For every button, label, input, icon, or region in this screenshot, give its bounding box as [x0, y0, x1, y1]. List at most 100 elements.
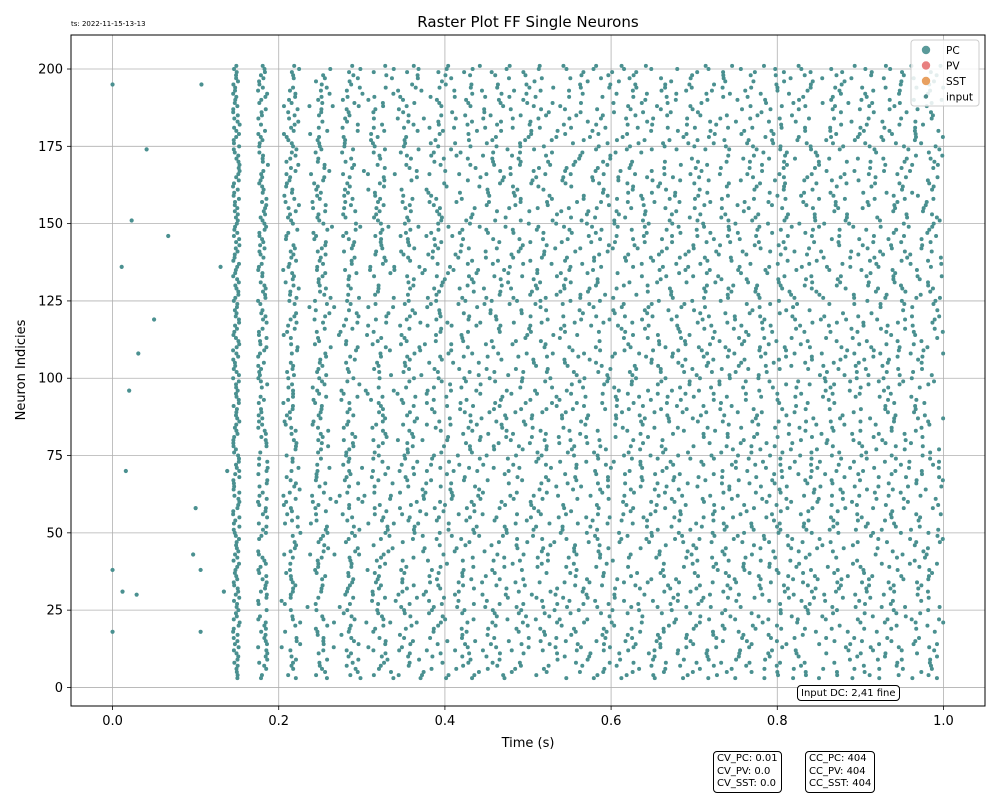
spike-point — [730, 515, 735, 520]
spike-point — [585, 595, 590, 600]
spike-point — [464, 97, 469, 102]
spike-point — [770, 478, 775, 483]
spike-point — [342, 478, 347, 483]
spike-point — [285, 512, 290, 517]
spike-point — [581, 196, 586, 201]
spike-point — [404, 162, 409, 167]
spike-point — [263, 295, 268, 300]
spike-point — [504, 428, 509, 433]
spike-point — [834, 555, 839, 560]
spike-point — [485, 187, 490, 192]
spike-point — [381, 104, 386, 109]
spike-point — [809, 354, 814, 359]
spike-point — [452, 94, 457, 99]
spike-point — [867, 258, 872, 263]
spike-point — [803, 125, 808, 130]
spike-point — [284, 184, 289, 189]
spike-point — [649, 499, 654, 504]
spike-point — [434, 292, 439, 297]
spike-point — [542, 345, 547, 350]
spike-point — [350, 580, 355, 585]
spike-point — [908, 261, 913, 266]
spike-point — [695, 233, 700, 238]
spike-point — [448, 388, 453, 393]
spike-point — [348, 472, 353, 477]
spike-point — [518, 218, 523, 223]
spike-point — [413, 394, 418, 399]
spike-point — [357, 85, 362, 90]
spike-point — [444, 676, 449, 681]
spike-point — [833, 199, 838, 204]
spike-point — [584, 459, 589, 464]
spike-point — [233, 518, 238, 523]
spike-point — [663, 82, 668, 87]
spike-point — [391, 676, 396, 681]
spike-point — [595, 512, 600, 517]
spike-point — [383, 258, 388, 263]
spike-point — [628, 345, 633, 350]
spike-point — [631, 506, 636, 511]
spike-point — [720, 623, 725, 628]
spike-point — [601, 187, 606, 192]
spike-point — [854, 503, 859, 508]
spike-point — [259, 434, 264, 439]
spike-point — [316, 125, 321, 130]
spike-point — [678, 397, 683, 402]
spike-point — [575, 199, 580, 204]
spike-point — [578, 431, 583, 436]
spike-point — [589, 240, 594, 245]
spike-point — [295, 524, 300, 529]
spike-point — [686, 264, 691, 269]
spike-point — [848, 465, 853, 470]
spike-point — [372, 506, 377, 511]
spike-point — [678, 230, 683, 235]
spike-point — [377, 410, 382, 415]
spike-point — [468, 447, 473, 452]
spike-point — [788, 558, 793, 563]
spike-point — [562, 580, 567, 585]
spike-point — [889, 425, 894, 430]
spike-point — [695, 110, 700, 115]
spike-point — [941, 351, 946, 356]
spike-point — [514, 453, 519, 458]
spike-point — [349, 156, 354, 161]
spike-point — [353, 209, 358, 214]
spike-point — [308, 131, 313, 136]
spike-point — [468, 419, 473, 424]
spike-point — [382, 660, 387, 665]
spike-point — [261, 240, 266, 245]
spike-point — [434, 274, 439, 279]
spike-point — [736, 629, 741, 634]
spike-point — [876, 484, 881, 489]
spike-point — [464, 629, 469, 634]
spike-point — [406, 255, 411, 260]
spike-point — [752, 70, 757, 75]
spike-point — [406, 484, 411, 489]
spike-point — [415, 73, 420, 78]
spike-point — [607, 515, 612, 520]
spike-point — [574, 113, 579, 118]
spike-point — [521, 651, 526, 656]
spike-point — [627, 144, 632, 149]
spike-point — [312, 342, 317, 347]
spike-point — [350, 660, 355, 665]
spike-point — [623, 639, 628, 644]
spike-point — [768, 453, 773, 458]
x-tick-label: 0.2 — [268, 714, 289, 729]
spike-point — [787, 422, 792, 427]
spike-point — [871, 348, 876, 353]
spike-point — [290, 277, 295, 282]
spike-point — [812, 487, 817, 492]
spike-point — [492, 611, 497, 616]
spike-point — [235, 230, 240, 235]
spike-point — [640, 196, 645, 201]
spike-point — [316, 336, 321, 341]
spike-point — [258, 394, 263, 399]
spike-point — [323, 527, 328, 532]
spike-point — [351, 444, 356, 449]
spike-point — [257, 230, 262, 235]
legend-marker-sst — [921, 76, 931, 86]
spike-point — [852, 666, 857, 671]
spike-point — [373, 107, 378, 112]
spike-point — [549, 196, 554, 201]
